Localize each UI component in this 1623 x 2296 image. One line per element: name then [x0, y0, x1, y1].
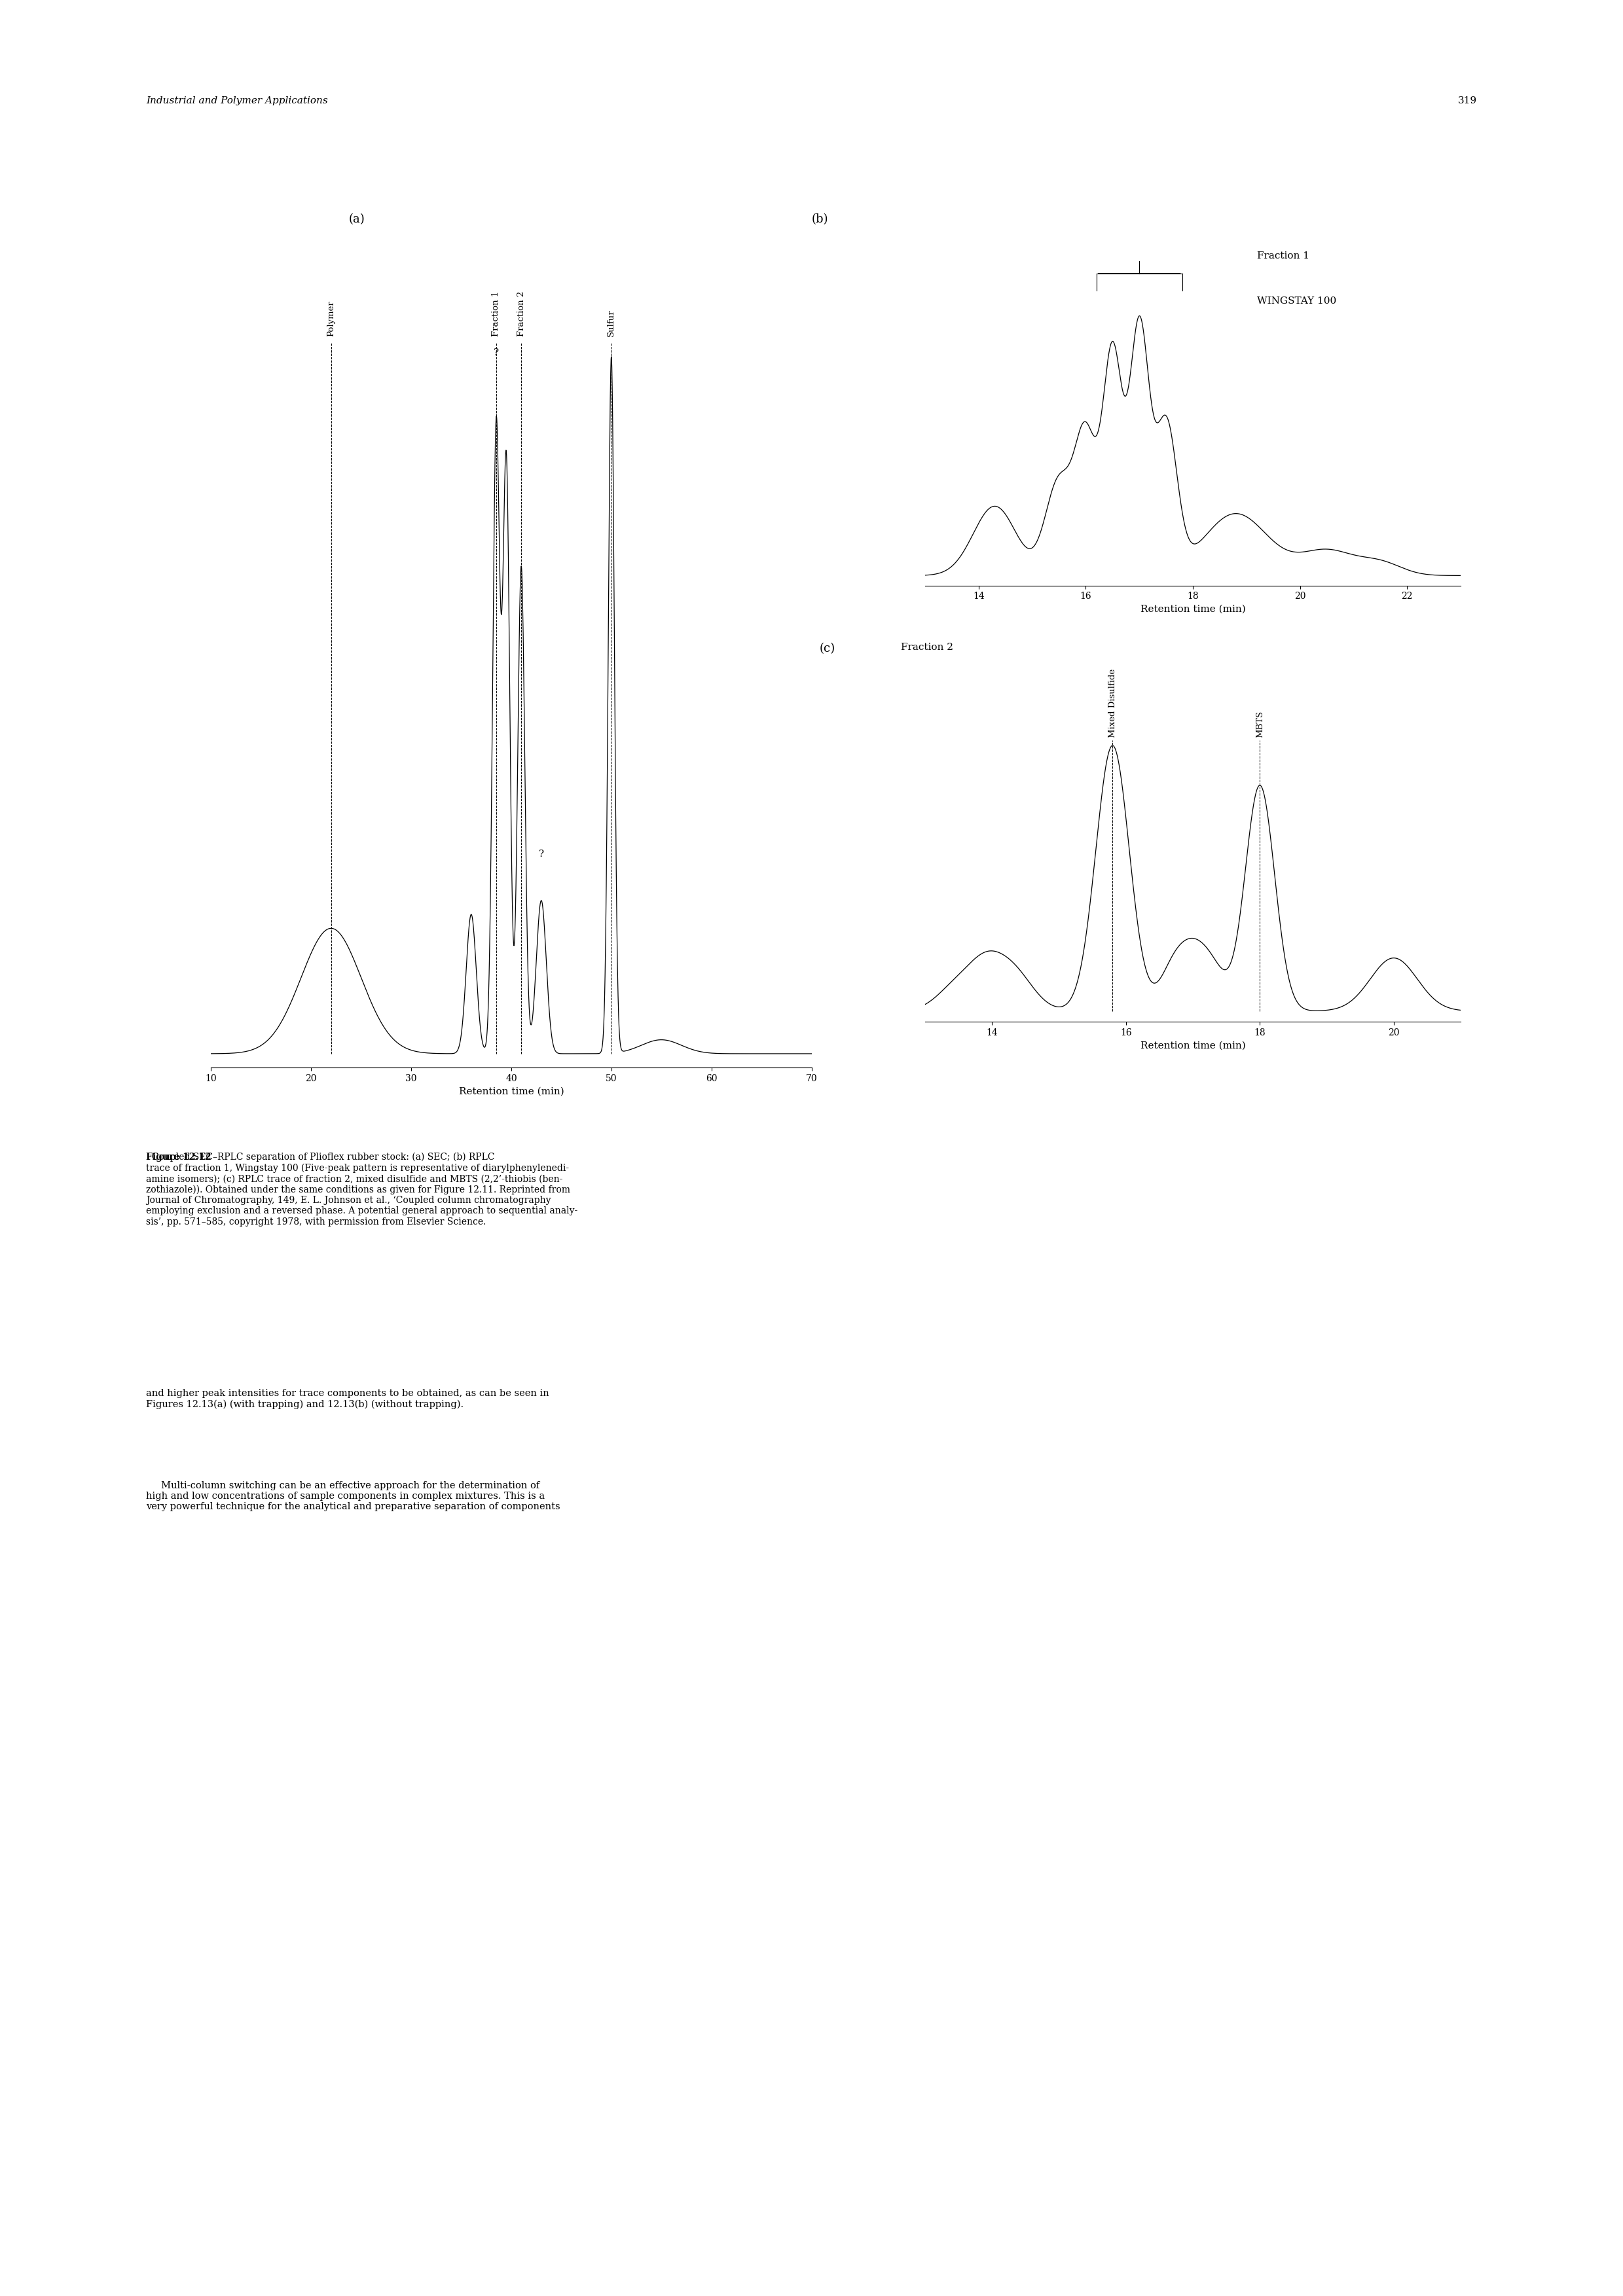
Text: Fraction 2: Fraction 2 — [901, 643, 953, 652]
Text: 319: 319 — [1457, 96, 1477, 106]
X-axis label: Retention time (min): Retention time (min) — [459, 1086, 563, 1095]
Text: (c): (c) — [820, 643, 836, 654]
Text: Polymer: Polymer — [326, 301, 336, 335]
Text: MBTS: MBTS — [1256, 709, 1264, 737]
Text: WINGSTAY 100: WINGSTAY 100 — [1258, 296, 1337, 305]
Text: (b): (b) — [812, 214, 828, 225]
Text: and higher peak intensities for trace components to be obtained, as can be seen : and higher peak intensities for trace co… — [146, 1389, 549, 1410]
Text: Fraction 2: Fraction 2 — [518, 292, 526, 335]
Text: Sulfur: Sulfur — [607, 310, 615, 335]
Text: Multi-column switching can be an effective approach for the determination of
hig: Multi-column switching can be an effecti… — [146, 1481, 560, 1511]
Text: Fraction 1: Fraction 1 — [1258, 253, 1310, 259]
X-axis label: Retention time (min): Retention time (min) — [1141, 604, 1245, 613]
Text: Figure 12.12: Figure 12.12 — [146, 1153, 211, 1162]
Text: Mixed Disulfide: Mixed Disulfide — [1109, 668, 1117, 737]
Text: (a): (a) — [349, 214, 365, 225]
Text: Industrial and Polymer Applications: Industrial and Polymer Applications — [146, 96, 328, 106]
Text: Fraction 1: Fraction 1 — [492, 292, 500, 335]
X-axis label: Retention time (min): Retention time (min) — [1141, 1040, 1245, 1049]
Text: ?: ? — [539, 850, 544, 859]
Text: Coupled SEC–RPLC separation of Plioflex rubber stock: (a) SEC; (b) RPLC
trace of: Coupled SEC–RPLC separation of Plioflex … — [146, 1153, 578, 1226]
Text: ?: ? — [493, 349, 498, 358]
